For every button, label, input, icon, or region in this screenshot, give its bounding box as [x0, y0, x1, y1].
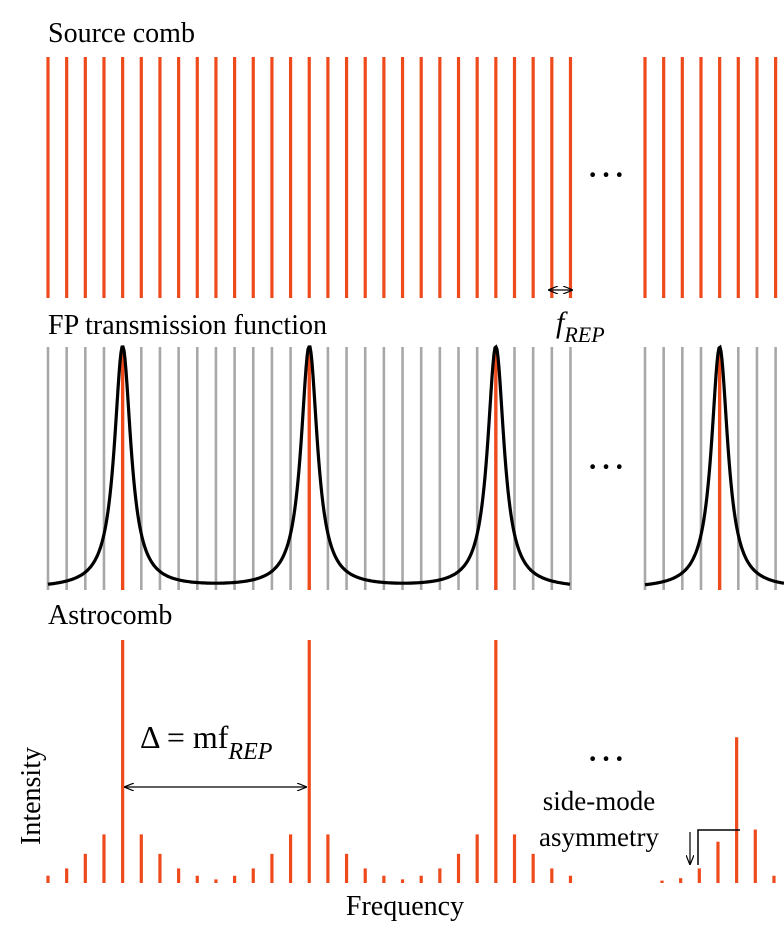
intensity-axis-label: Intensity	[16, 747, 47, 845]
source-ellipsis: ···	[586, 152, 626, 197]
astrocomb-panel: Astrocomb Δ = mfREP ··· side-mode asymme…	[16, 600, 776, 922]
delta-expression: Δ = mf	[140, 719, 229, 755]
source-comb-lines-right	[643, 57, 778, 298]
delta-label: Δ = mfREP	[140, 719, 273, 765]
side-mode-label-line1: side-mode	[543, 786, 655, 816]
side-mode-label-line2: asymmetry	[539, 822, 659, 852]
fp-comb-lines-right	[643, 347, 777, 590]
fp-transmission-panel: FP transmission function ···	[46, 310, 784, 590]
astrocomb-lines-right	[660, 737, 776, 883]
astrocomb-title: Astrocomb	[48, 600, 172, 631]
fp-comb-lines-left	[46, 347, 572, 590]
delta-subscript: REP	[227, 739, 272, 765]
source-comb-title: Source comb	[48, 18, 195, 49]
fp-transmission-title: FP transmission function	[48, 310, 327, 341]
frep-subscript: REP	[563, 322, 604, 347]
transmission-curve-right	[644, 344, 784, 587]
astrocomb-lines-left	[46, 640, 573, 883]
transmission-curve-left	[47, 344, 571, 586]
source-comb-lines-left	[46, 57, 573, 298]
fp-ellipsis: ···	[586, 444, 626, 489]
source-comb-panel: Source comb ··· fREP	[46, 18, 778, 347]
asymmetry-bracket	[697, 829, 740, 865]
frep-label: fREP	[556, 306, 605, 347]
frequency-axis-label: Frequency	[346, 891, 464, 922]
astro-ellipsis: ···	[586, 736, 626, 781]
